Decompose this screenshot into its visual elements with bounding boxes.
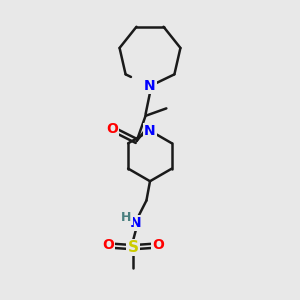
Text: S: S [128, 240, 139, 255]
Text: N: N [144, 124, 156, 138]
Text: O: O [106, 122, 118, 136]
Text: O: O [152, 238, 164, 251]
Text: N: N [130, 216, 142, 230]
Text: O: O [102, 238, 114, 251]
Text: N: N [144, 79, 156, 93]
Text: H: H [121, 211, 132, 224]
